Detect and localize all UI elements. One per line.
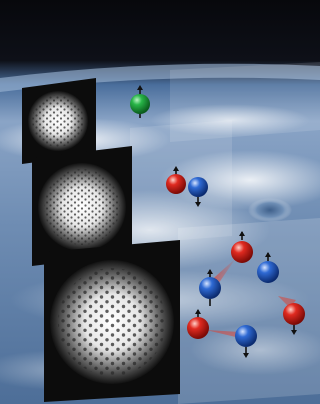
lattice-panel-small: [22, 78, 96, 164]
particle-green: [130, 85, 150, 118]
particle-pair: [166, 166, 208, 207]
lattice-panel-medium: [32, 146, 132, 266]
lattice-panel-large: [44, 240, 180, 402]
particle-network: [187, 231, 305, 358]
translucent-planes: [130, 62, 320, 404]
